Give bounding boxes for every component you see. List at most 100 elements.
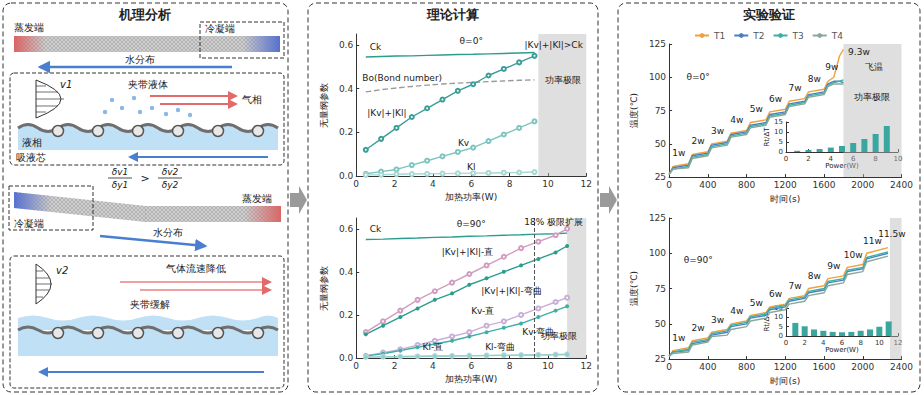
svg-text:δv2: δv2 — [162, 167, 179, 177]
svg-text:v1: v1 — [60, 79, 72, 90]
svg-text:75: 75 — [655, 284, 666, 294]
svg-text:25: 25 — [655, 172, 666, 182]
svg-text:温度(℃): 温度(℃) — [629, 271, 639, 306]
svg-text:100: 100 — [649, 72, 666, 82]
svg-text:0: 0 — [779, 148, 783, 156]
svg-text:夹带缓解: 夹带缓解 — [130, 299, 170, 310]
svg-text:8w: 8w — [808, 271, 821, 281]
svg-text:6: 6 — [468, 361, 474, 371]
svg-text:0.2: 0.2 — [339, 127, 353, 137]
svg-text:冷凝端: 冷凝端 — [205, 23, 235, 34]
svg-text:飞温: 飞温 — [865, 62, 883, 72]
svg-text:50: 50 — [655, 319, 667, 329]
svg-text:1200: 1200 — [774, 362, 797, 372]
svg-text:4w: 4w — [730, 115, 743, 125]
svg-text:气相: 气相 — [242, 94, 262, 105]
svg-text:10: 10 — [542, 179, 554, 189]
svg-text:0: 0 — [353, 361, 359, 371]
svg-text:0.6: 0.6 — [339, 224, 354, 234]
svg-text:功率极限: 功率极限 — [545, 75, 581, 85]
svg-text:Kl-直: Kl-直 — [423, 342, 444, 352]
svg-text:时间(s): 时间(s) — [770, 194, 800, 204]
svg-text:Kv: Kv — [458, 138, 470, 148]
svg-text:10w: 10w — [844, 250, 863, 260]
svg-text:T4: T4 — [831, 31, 843, 41]
svg-text:Rt/ΔT: Rt/ΔT — [763, 127, 771, 147]
svg-text:机理分析: 机理分析 — [118, 7, 171, 22]
svg-text:Kl-弯曲: Kl-弯曲 — [485, 342, 515, 352]
svg-text:θ=90°: θ=90° — [684, 255, 713, 265]
svg-text:5w: 5w — [750, 298, 763, 308]
svg-text:Bo(Bond number): Bo(Bond number) — [362, 73, 442, 83]
svg-text:1w: 1w — [672, 333, 685, 343]
svg-text:0: 0 — [666, 180, 672, 190]
svg-text:吸液芯: 吸液芯 — [16, 152, 46, 163]
svg-text:0.4: 0.4 — [339, 267, 354, 277]
svg-text:2w: 2w — [692, 136, 705, 146]
svg-text:6w: 6w — [769, 94, 782, 104]
svg-text:冷凝端: 冷凝端 — [14, 218, 44, 229]
svg-text:0.6: 0.6 — [339, 40, 354, 50]
svg-text:6: 6 — [840, 339, 845, 347]
svg-text:9w: 9w — [825, 62, 838, 72]
svg-text:10: 10 — [774, 313, 783, 321]
svg-text:实验验证: 实验验证 — [743, 7, 795, 22]
svg-text:5w: 5w — [750, 104, 763, 114]
svg-text:2000: 2000 — [851, 362, 874, 372]
svg-text:8: 8 — [507, 179, 513, 189]
svg-text:2: 2 — [806, 155, 810, 163]
svg-text:Ck: Ck — [370, 224, 382, 234]
svg-text:2: 2 — [392, 361, 398, 371]
svg-text:水分布: 水分布 — [125, 54, 155, 65]
svg-text:8: 8 — [858, 339, 862, 347]
svg-text:温度(℃): 温度(℃) — [629, 93, 639, 128]
svg-text:0: 0 — [779, 332, 783, 340]
svg-text:4: 4 — [829, 155, 834, 163]
svg-text:12: 12 — [581, 361, 592, 371]
svg-text:Power(W): Power(W) — [825, 346, 859, 354]
svg-text:液相: 液相 — [22, 137, 42, 148]
svg-text:夹带液体: 夹带液体 — [128, 79, 168, 90]
svg-text:0.2: 0.2 — [339, 310, 353, 320]
svg-text:18% 极限扩展: 18% 极限扩展 — [524, 217, 583, 227]
svg-text:T2: T2 — [752, 31, 764, 41]
svg-text:无量纲参数: 无量纲参数 — [319, 83, 329, 128]
svg-text:1w: 1w — [672, 148, 685, 158]
svg-text:|Kv|+|Kl|-弯曲: |Kv|+|Kl|-弯曲 — [481, 286, 542, 296]
svg-text:0: 0 — [353, 179, 359, 189]
svg-text:5: 5 — [779, 138, 783, 146]
svg-text:75: 75 — [655, 106, 666, 116]
svg-text:蒸发端: 蒸发端 — [14, 22, 44, 33]
svg-text:T1: T1 — [713, 31, 725, 41]
svg-text:Kv-直: Kv-直 — [471, 306, 494, 316]
svg-text:2400: 2400 — [890, 180, 913, 190]
svg-text:0: 0 — [784, 155, 788, 163]
svg-text:25: 25 — [655, 354, 666, 364]
svg-text:3w: 3w — [711, 315, 724, 325]
svg-text:v2: v2 — [56, 265, 68, 276]
svg-text:400: 400 — [699, 362, 716, 372]
svg-text:100: 100 — [649, 248, 666, 258]
svg-text:加热功率(W): 加热功率(W) — [445, 374, 497, 384]
svg-text:T3: T3 — [792, 31, 804, 41]
svg-text:10: 10 — [875, 339, 884, 347]
svg-text:6: 6 — [468, 179, 474, 189]
svg-text:2000: 2000 — [851, 180, 874, 190]
svg-text:8: 8 — [507, 361, 513, 371]
svg-text:0.4: 0.4 — [339, 84, 354, 94]
svg-text:2: 2 — [802, 339, 806, 347]
svg-text:4w: 4w — [730, 306, 743, 316]
svg-text:2: 2 — [392, 179, 398, 189]
svg-text:8w: 8w — [808, 74, 821, 84]
svg-text:功率极限: 功率极限 — [541, 331, 577, 341]
svg-text:蒸发端: 蒸发端 — [242, 193, 272, 204]
svg-text:Kl: Kl — [467, 162, 475, 172]
svg-text:125: 125 — [649, 39, 666, 49]
svg-text:|Kv|+|Kl|: |Kv|+|Kl| — [367, 108, 406, 118]
svg-text:125: 125 — [649, 213, 666, 223]
svg-text:4: 4 — [430, 179, 436, 189]
svg-text:11.5w: 11.5w — [878, 229, 905, 239]
svg-text:θ=0°: θ=0° — [460, 36, 483, 46]
svg-text:δv1: δv1 — [112, 167, 129, 177]
svg-text:50: 50 — [655, 139, 667, 149]
